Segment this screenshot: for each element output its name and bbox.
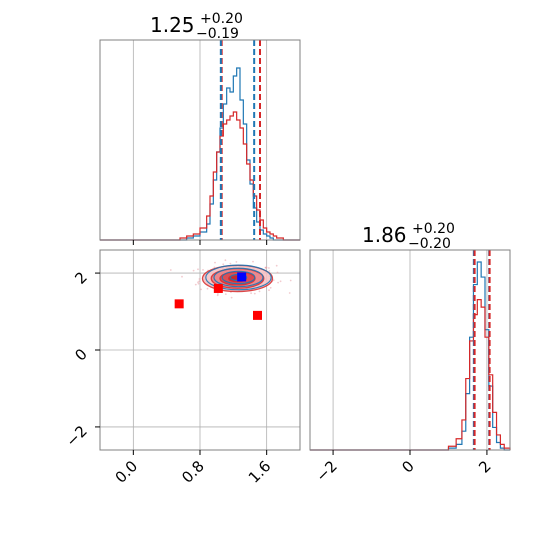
joint-x-tick-label: 1.6 xyxy=(245,457,275,487)
joint-sample-point xyxy=(216,294,219,297)
joint-sample-point xyxy=(169,269,172,271)
joint-contour-blue xyxy=(221,270,256,285)
marginal-1-title-sub: −0.19 xyxy=(196,26,239,42)
joint-x-tick-label: 0.8 xyxy=(178,457,208,487)
marginal-1-panel: 1.25 +0.20 −0.19 xyxy=(99,11,301,245)
joint-sample-point xyxy=(194,283,197,286)
marginal-2-ticks: −2 0 2 xyxy=(313,450,495,485)
joint-sample-point xyxy=(197,282,200,285)
joint-y-tick-label: −2 xyxy=(62,422,90,450)
joint-y-tick-label: 2 xyxy=(71,268,90,287)
joint-sample-point xyxy=(268,270,271,272)
marginal-2-grid xyxy=(332,250,488,450)
joint-sample-point xyxy=(192,269,195,272)
joint-sample-point xyxy=(198,278,201,280)
joint-sample-point xyxy=(250,292,253,295)
joint-sample-point xyxy=(202,269,204,271)
joint-contour-blue xyxy=(213,267,264,288)
joint-sample-point xyxy=(276,271,279,274)
marginal-2-title-sub: −0.20 xyxy=(408,236,451,252)
marginal-2-panel: 1.86 +0.20 −0.20 −2 0 2 xyxy=(309,221,511,485)
joint-sample-point xyxy=(264,266,267,269)
joint-sample-point xyxy=(252,260,254,263)
marginal-2-hist-step-red xyxy=(310,299,511,451)
joint-sample-point xyxy=(197,268,199,271)
joint-sample-point xyxy=(197,281,199,284)
joint-sample-point xyxy=(181,275,183,278)
joint-sample-point xyxy=(224,259,227,262)
joint-marker-blue xyxy=(237,272,247,282)
marginal-2-histograms xyxy=(310,261,511,451)
joint-sample-point xyxy=(253,292,256,295)
joint-sample-point xyxy=(214,261,216,264)
joint-sample-point xyxy=(206,287,209,290)
joint-sample-point xyxy=(289,279,292,282)
marginal-2-title-value: 1.86 xyxy=(362,223,407,247)
marginal-1-grid xyxy=(132,40,268,240)
joint-sample-point xyxy=(200,288,203,291)
joint-x-tick-label: 0.0 xyxy=(112,457,142,487)
joint-contour-blue xyxy=(205,264,272,291)
marginal-1-quantile-lines xyxy=(219,40,261,240)
joint-sample-point xyxy=(269,286,272,289)
joint-sample-point xyxy=(229,262,232,265)
joint-sample-point xyxy=(230,296,233,299)
joint-marker-red xyxy=(213,283,223,293)
joint-sample-point xyxy=(275,264,278,267)
marginal-2-x-tick-label: 0 xyxy=(398,457,417,476)
joint-marker-red xyxy=(253,310,262,320)
marginal-2-quantile-lines xyxy=(472,250,491,450)
joint-sample-point xyxy=(235,261,238,263)
joint-sample-point xyxy=(277,281,279,284)
marginal-1-title-sup: +0.20 xyxy=(200,11,243,27)
marginal-2-title-sup: +0.20 xyxy=(412,221,455,237)
marginal-1-ticks xyxy=(132,240,268,245)
marginal-1-title-value: 1.25 xyxy=(150,13,195,37)
joint-y-tick-label: 0 xyxy=(71,345,90,364)
joint-sample-point xyxy=(222,263,225,266)
joint-sample-point xyxy=(224,293,227,295)
joint-markers xyxy=(174,272,262,320)
joint-sample-point xyxy=(217,293,219,295)
joint-sample-point xyxy=(288,292,291,294)
joint-sample-point xyxy=(258,290,261,293)
marginal-2-x-tick-label: −2 xyxy=(313,457,341,485)
joint-sample-point xyxy=(279,280,282,283)
joint-sample-point xyxy=(272,279,275,281)
marginal-2-x-tick-label: 2 xyxy=(475,457,494,476)
joint-marker-red xyxy=(174,299,184,309)
joint-sample-point xyxy=(198,280,201,283)
marginal-2-hist-step-blue xyxy=(310,261,510,451)
joint-panel: 0.0 0.8 1.6 2 0 −2 xyxy=(62,249,301,487)
joint-sample-point xyxy=(268,267,270,269)
joint-sample-point xyxy=(268,289,270,292)
